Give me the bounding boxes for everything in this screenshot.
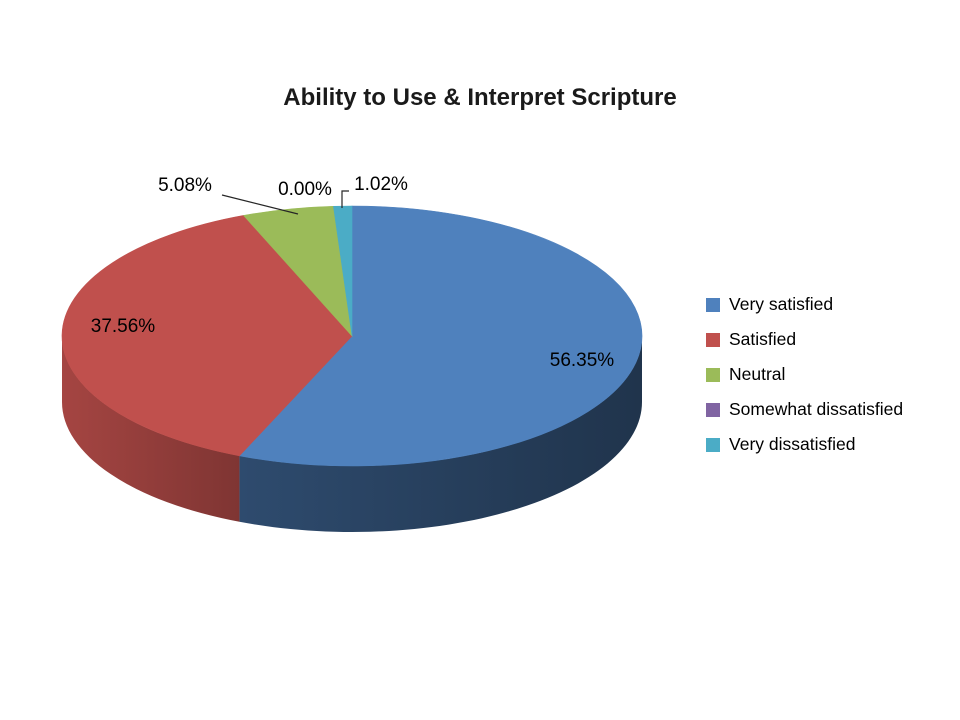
data-label-somewhat-dissatisfied: 0.00% bbox=[278, 179, 332, 200]
legend-swatch-icon bbox=[706, 332, 720, 347]
chart-legend: Very satisfied Satisfied Neutral Somewha… bbox=[706, 287, 903, 462]
legend-item-satisfied: Satisfied bbox=[706, 322, 903, 357]
pie-slice-satisfied bbox=[61, 215, 353, 457]
data-label-neutral: 5.08% bbox=[158, 175, 212, 196]
legend-swatch-icon bbox=[706, 402, 720, 417]
legend-swatch-icon bbox=[706, 297, 720, 312]
leader-line-neutral bbox=[221, 194, 299, 215]
legend-label: Very dissatisfied bbox=[729, 434, 856, 454]
pie-slice-side-satisfied bbox=[61, 336, 240, 522]
leader-line-very-dissatisfied bbox=[341, 190, 349, 208]
legend-label: Somewhat dissatisfied bbox=[729, 399, 904, 419]
legend-label: Very satisfied bbox=[729, 294, 834, 314]
data-label-very-dissatisfied: 1.02% bbox=[354, 174, 408, 195]
legend-item-somewhat-dissatisfied: Somewhat dissatisfied bbox=[706, 392, 903, 427]
legend-label: Satisfied bbox=[729, 329, 797, 349]
legend-item-very-dissatisfied: Very dissatisfied bbox=[706, 427, 903, 462]
legend-item-very-satisfied: Very satisfied bbox=[706, 287, 903, 322]
legend-item-neutral: Neutral bbox=[706, 357, 903, 392]
legend-swatch-icon bbox=[706, 367, 720, 382]
data-label-satisfied: 37.56% bbox=[91, 316, 156, 337]
pie-slice-very-satisfied bbox=[238, 205, 643, 467]
pie-slice-side-very-satisfied bbox=[239, 336, 642, 533]
data-label-very-satisfied: 56.35% bbox=[550, 350, 615, 371]
pie-slice-very-dissatisfied bbox=[333, 205, 353, 337]
chart-title: Ability to Use & Interpret Scripture bbox=[283, 84, 677, 111]
legend-label: Neutral bbox=[729, 364, 786, 384]
legend-swatch-icon bbox=[706, 437, 720, 452]
